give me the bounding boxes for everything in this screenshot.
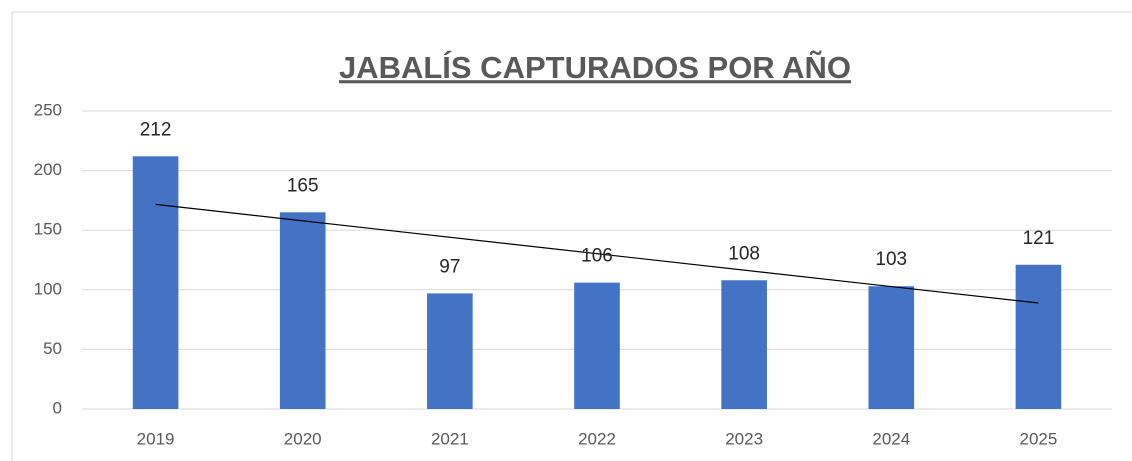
x-tick-label: 2025 (1020, 429, 1058, 448)
bar (279, 212, 326, 409)
x-tick-label: 2024 (872, 429, 910, 448)
y-tick-label: 0 (53, 398, 62, 417)
data-label: 165 (287, 175, 319, 196)
data-label: 108 (728, 243, 760, 264)
bar (132, 156, 179, 409)
y-tick-label: 150 (34, 220, 62, 239)
data-label: 121 (1023, 228, 1055, 249)
data-label: 106 (581, 246, 613, 267)
bar (427, 293, 473, 409)
data-label: 212 (140, 119, 172, 140)
trendline (155, 203, 1039, 304)
data-label: 97 (439, 256, 460, 277)
bar (868, 286, 915, 409)
bar (574, 282, 620, 409)
x-tick-label: 2021 (431, 429, 469, 448)
x-tick-label: 2019 (137, 429, 175, 448)
bar (1015, 264, 1062, 409)
chart-title: JABALÍS CAPTURADOS POR AÑO (339, 50, 851, 85)
bar (721, 280, 767, 409)
data-label: 103 (875, 249, 907, 270)
y-tick-label: 200 (34, 160, 62, 179)
x-tick-label: 2023 (725, 429, 763, 448)
x-tick-label: 2020 (284, 429, 322, 448)
x-tick-label: 2022 (578, 429, 616, 448)
y-tick-label: 50 (43, 339, 62, 358)
y-tick-label: 100 (34, 279, 62, 298)
y-tick-label: 250 (34, 100, 62, 119)
chart-frame (11, 11, 1132, 461)
